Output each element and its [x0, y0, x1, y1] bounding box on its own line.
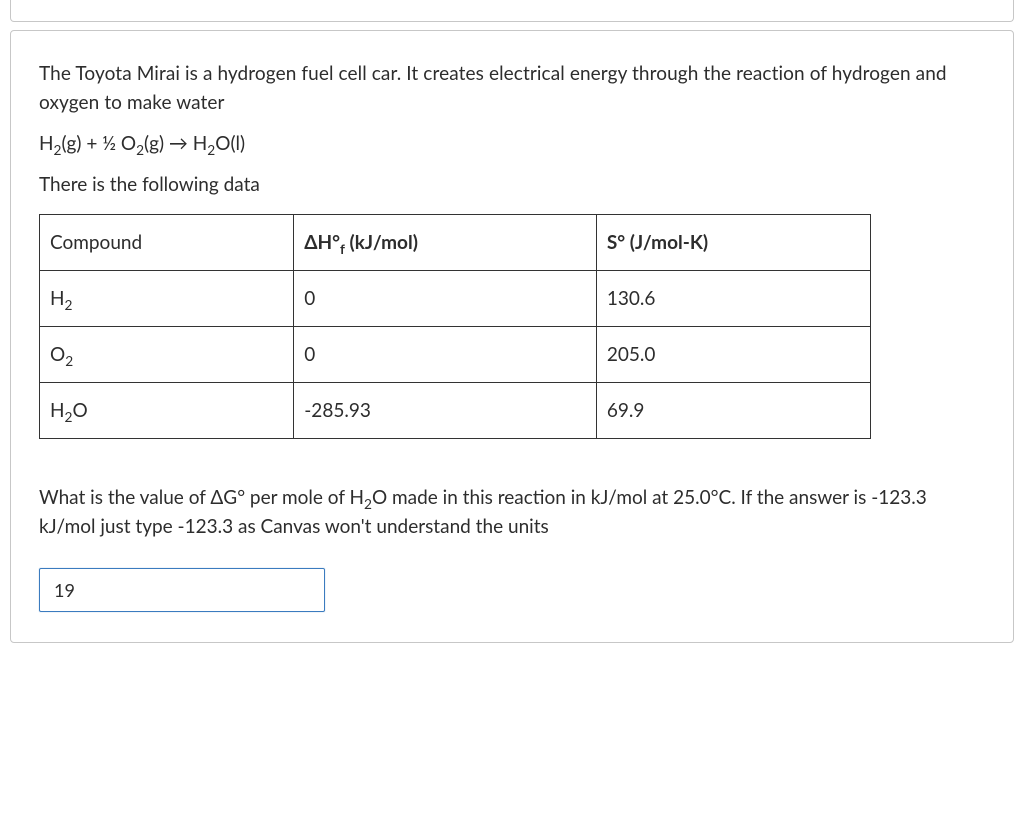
cell-compound: O2: [40, 326, 294, 382]
cell-compound: H2: [40, 270, 294, 326]
thermo-data-table: Compound ΔH°f (kJ/mol) S° (J/mol-K) H2 0…: [39, 214, 871, 439]
col-header-s: S° (J/mol-K): [596, 214, 871, 270]
cell-s: 205.0: [596, 326, 871, 382]
table-row: O2 0 205.0: [40, 326, 871, 382]
cell-dhf: 0: [294, 270, 597, 326]
cell-s: 130.6: [596, 270, 871, 326]
table-row: H2 0 130.6: [40, 270, 871, 326]
question-prompt: What is the value of ΔG° per mole of H2O…: [39, 483, 985, 542]
cell-dhf: 0: [294, 326, 597, 382]
col-header-compound: Compound: [40, 214, 294, 270]
cell-compound: H2O: [40, 382, 294, 438]
cell-dhf: -285.93: [294, 382, 597, 438]
reaction-equation: H2(g) + ½ O2(g) → H2O(l): [39, 132, 985, 155]
answer-input[interactable]: [39, 568, 325, 612]
cell-s: 69.9: [596, 382, 871, 438]
lead-text: There is the following data: [39, 173, 985, 196]
previous-question-card-bottom: [10, 0, 1014, 22]
col-header-dhf: ΔH°f (kJ/mol): [294, 214, 597, 270]
intro-paragraph: The Toyota Mirai is a hydrogen fuel cell…: [39, 59, 985, 118]
question-card: The Toyota Mirai is a hydrogen fuel cell…: [10, 30, 1014, 643]
table-row: H2O -285.93 69.9: [40, 382, 871, 438]
table-header-row: Compound ΔH°f (kJ/mol) S° (J/mol-K): [40, 214, 871, 270]
